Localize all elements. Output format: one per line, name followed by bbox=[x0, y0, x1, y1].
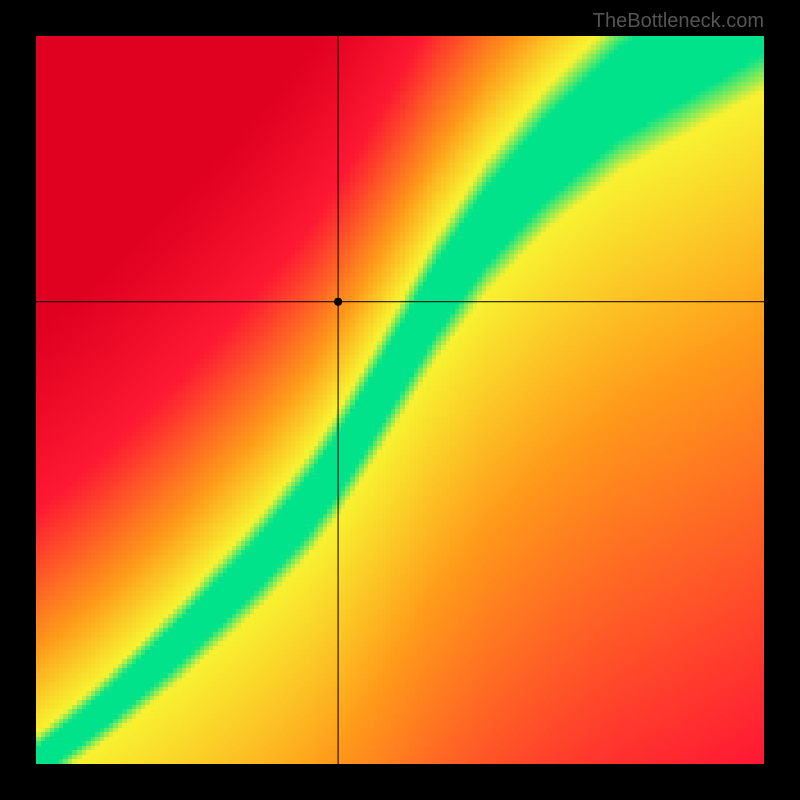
attribution-text: TheBottleneck.com bbox=[593, 10, 764, 33]
chart-container: TheBottleneck.com bbox=[0, 0, 800, 800]
bottleneck-heatmap bbox=[0, 0, 800, 800]
